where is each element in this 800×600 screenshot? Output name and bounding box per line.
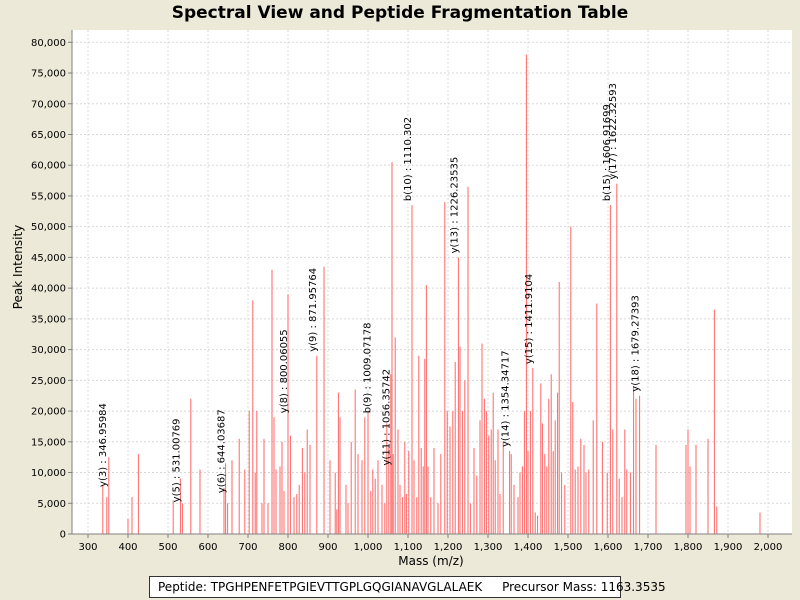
fragment-label: y(3) : 346.95984 — [98, 403, 109, 487]
peptide-sequence: Peptide: TPGHPENFETPGIEVTTGPLGQGIANAVGLA… — [158, 580, 483, 594]
y-tick-label: 30,000 — [31, 345, 66, 356]
plot-background — [72, 30, 792, 534]
y-axis-label: Peak Intensity — [11, 225, 25, 310]
x-tick-label: 1,300 — [474, 542, 503, 553]
fragment-label: y(6) : 644.03687 — [217, 409, 228, 493]
x-tick-label: 1,000 — [354, 542, 383, 553]
x-tick-label: 300 — [78, 542, 97, 553]
y-tick-label: 40,000 — [31, 284, 66, 295]
x-tick-label: 2,000 — [754, 542, 783, 553]
y-tick-label: 0 — [60, 530, 66, 541]
x-tick-label: 1,600 — [594, 542, 623, 553]
chart-title: Spectral View and Peptide Fragmentation … — [171, 3, 629, 23]
y-tick-label: 10,000 — [31, 468, 66, 479]
y-tick-label: 80,000 — [31, 38, 66, 49]
y-tick-label: 65,000 — [31, 130, 66, 141]
fragment-label: y(5) : 531.00769 — [171, 418, 182, 502]
x-tick-label: 1,700 — [634, 542, 663, 553]
y-tick-label: 70,000 — [31, 99, 66, 110]
y-tick-label: 5,000 — [37, 499, 66, 510]
fragment-label: y(14) : 1354.34717 — [501, 350, 512, 447]
y-tick-label: 25,000 — [31, 376, 66, 387]
y-tick-label: 15,000 — [31, 437, 66, 448]
x-tick-label: 700 — [238, 542, 257, 553]
x-tick-label: 1,900 — [714, 542, 743, 553]
x-tick-label: 900 — [318, 542, 337, 553]
peptide-info-box: Peptide: TPGHPENFETPGIEVTTGPLGQGIANAVGLA… — [149, 576, 666, 598]
x-axis-label: Mass (m/z) — [398, 554, 463, 568]
y-tick-label: 45,000 — [31, 253, 66, 264]
x-tick-label: 1,100 — [394, 542, 423, 553]
x-tick-label: 1,200 — [434, 542, 463, 553]
x-tick-label: 500 — [158, 542, 177, 553]
fragment-label: y(13) : 1226.23535 — [449, 157, 460, 254]
fragment-label: y(18) : 1679.27393 — [631, 295, 642, 392]
x-tick-label: 800 — [278, 542, 297, 553]
fragment-label: y(15) : 1411.9104 — [524, 274, 535, 364]
fragment-label: y(8) : 800.06055 — [279, 329, 290, 413]
y-tick-label: 35,000 — [31, 314, 66, 325]
precursor-mass: Precursor Mass: 1163.3535 — [502, 580, 666, 594]
y-tick-label: 60,000 — [31, 161, 66, 172]
y-tick-label: 55,000 — [31, 191, 66, 202]
fragment-label: y(9) : 871.95764 — [308, 268, 319, 352]
x-tick-label: 400 — [118, 542, 137, 553]
fragment-label: y(11) : 1056.35742 — [382, 369, 393, 466]
y-tick-label: 20,000 — [31, 407, 66, 418]
x-tick-label: 1,500 — [554, 542, 583, 553]
fragment-label: b(10) : 1110.302 — [403, 117, 414, 201]
y-tick-label: 75,000 — [31, 69, 66, 80]
x-tick-label: 600 — [198, 542, 217, 553]
fragment-label: b(15) : 1606.91699 — [602, 104, 613, 201]
x-tick-label: 1,400 — [514, 542, 543, 553]
y-tick-label: 50,000 — [31, 222, 66, 233]
x-tick-label: 1,800 — [674, 542, 703, 553]
fragment-label: y(17) : 1622.32593 — [608, 83, 619, 180]
fragment-label: b(9) : 1009.07178 — [363, 323, 374, 414]
